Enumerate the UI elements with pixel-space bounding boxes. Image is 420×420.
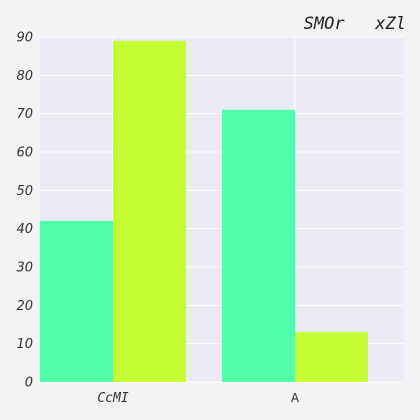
y-tick-label: 40: [16, 222, 33, 237]
x-category-label: A: [291, 391, 300, 405]
y-tick-label: 50: [16, 184, 33, 199]
bars: [40, 40, 368, 382]
y-tick-labels: 0 10 20 30 40 50 60 70 80 90: [16, 31, 33, 391]
y-tick-label: 20: [16, 299, 33, 314]
bar-ccmi-series-1: [40, 221, 113, 382]
bar-a-series-1: [222, 109, 295, 382]
y-tick-label: 0: [25, 376, 33, 391]
y-tick-label: 70: [16, 107, 33, 122]
bar-a-series-2: [295, 332, 368, 382]
y-tick-label: 60: [16, 146, 33, 161]
chart-title: SMOr xZl: [304, 14, 406, 34]
y-tick-label: 80: [16, 69, 33, 84]
bar-ccmi-series-2: [113, 40, 186, 382]
y-tick-label: 10: [16, 337, 33, 352]
y-tick-label: 30: [16, 261, 33, 276]
y-tick-label: 90: [16, 31, 33, 46]
x-category-label: CcMI: [97, 391, 128, 406]
x-category-labels: CcMI A: [97, 391, 300, 406]
